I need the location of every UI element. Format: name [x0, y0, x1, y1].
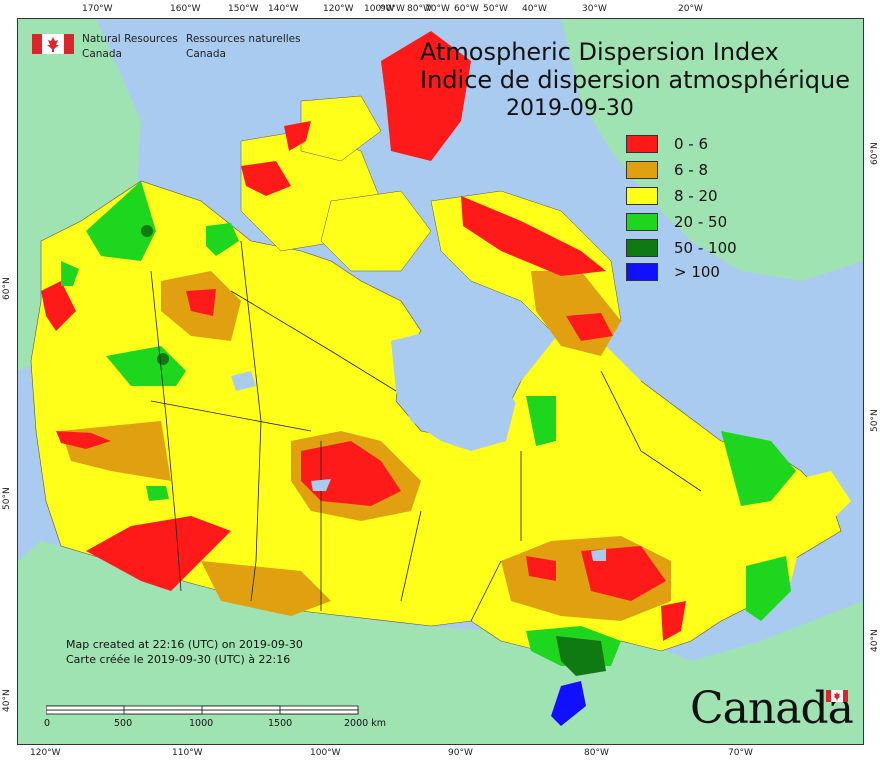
lon-label: 30°W — [582, 4, 607, 14]
zone-0-6 — [661, 601, 686, 641]
zone-20-50 — [746, 556, 791, 621]
lon-label: 120°W — [323, 4, 354, 14]
agency-en-line: Canada — [82, 48, 122, 60]
usa-land — [18, 541, 863, 744]
legend-label: 6 - 8 — [674, 161, 709, 179]
lon-label: 80°W — [407, 4, 432, 14]
legend-label: > 100 — [674, 263, 720, 281]
lat-label: 50°N — [870, 409, 880, 432]
lon-label: 100°W — [310, 748, 341, 758]
newfoundland — [791, 471, 851, 521]
lon-label: 60°W — [454, 4, 479, 14]
legend-swatch — [626, 187, 658, 205]
credit-fr: Carte créée le 2019-09-30 (UTC) à 22:16 — [66, 653, 291, 666]
legend-item: 0 - 6 — [626, 134, 708, 154]
legend-item: 6 - 8 — [626, 160, 708, 180]
zone-0-6 — [241, 161, 291, 196]
lon-label: 80°W — [584, 748, 609, 758]
lon-label: 160°W — [170, 4, 201, 14]
lon-label: 20°W — [678, 4, 703, 14]
zone-over-100 — [551, 681, 586, 726]
zone-0-6 — [86, 516, 231, 591]
legend-item: 8 - 20 — [626, 186, 718, 206]
scale-tick-label: 500 — [114, 718, 133, 729]
zone-50-100 — [141, 225, 153, 237]
legend-swatch — [626, 213, 658, 231]
lakes — [231, 371, 606, 561]
wordmark-flag-icon — [826, 690, 848, 702]
lon-label: 140°W — [268, 4, 299, 14]
lat-label: 60°N — [870, 142, 880, 165]
scale-tick-label: 0 — [44, 718, 51, 729]
legend-label: 20 - 50 — [674, 213, 728, 231]
map-canvas — [17, 18, 864, 745]
legend-item: 50 - 100 — [626, 238, 737, 258]
lon-label: 70°W — [425, 4, 450, 14]
legend-swatch — [626, 263, 658, 281]
map-title-fr: Indice de dispersion atmosphérique — [420, 66, 851, 94]
lon-label: 150°W — [228, 4, 259, 14]
zone-20-50 — [86, 181, 156, 261]
lon-label: 170°W — [82, 4, 113, 14]
scale-tick-label: 1000 — [189, 718, 214, 729]
lon-label: 40°W — [522, 4, 547, 14]
zone-20-50 — [721, 431, 796, 506]
credit-en: Map created at 22:16 (UTC) on 2019-09-30 — [66, 638, 303, 651]
province-boundaries — [150, 240, 702, 622]
lat-label: 60°N — [2, 277, 12, 300]
lon-label: 110°W — [172, 748, 203, 758]
lon-label: 100°W — [364, 4, 395, 14]
zone-50-100 — [157, 353, 169, 365]
agency-fr-line: Ressources naturelles — [186, 33, 301, 45]
zone-0-6 — [284, 121, 311, 151]
legend-swatch — [626, 135, 658, 153]
zone-0-6 — [461, 196, 606, 276]
zone-0-6 — [566, 313, 613, 341]
map-date: 2019-09-30 — [506, 96, 634, 121]
zone-20-50 — [526, 396, 556, 446]
lon-label: 90°W — [448, 748, 473, 758]
scale-tick-label: 2000 km — [344, 718, 386, 729]
zone-50-100 — [556, 636, 606, 676]
arctic-islands-mid — [320, 190, 432, 272]
greenland-land — [561, 19, 863, 281]
zone-0-6 — [41, 281, 76, 331]
legend-label: 0 - 6 — [674, 135, 709, 153]
legend-label: 8 - 20 — [674, 187, 718, 205]
canada-flag-icon — [32, 34, 74, 54]
scale-bar — [46, 705, 359, 715]
dispersion-map-svg — [18, 19, 863, 744]
agency-name-fr: Ressources naturelles Canada — [186, 32, 301, 62]
lon-label: 70°W — [728, 748, 753, 758]
ellesmere-island — [381, 31, 471, 161]
zone-0-6 — [56, 431, 111, 449]
hudson-bay — [391, 331, 521, 451]
lon-label: 120°W — [30, 748, 61, 758]
map-title-en: Atmospheric Dispersion Index — [420, 38, 779, 66]
agency-name-en: Natural Resources Canada — [82, 32, 178, 62]
legend-item: > 100 — [626, 262, 720, 282]
agency-fr-line: Canada — [186, 48, 226, 60]
zone-20-50 — [206, 223, 239, 256]
lon-label: 50°W — [483, 4, 508, 14]
legend-label: 50 - 100 — [674, 239, 737, 257]
zone-20-50 — [146, 486, 169, 501]
legend-item: 20 - 50 — [626, 212, 727, 232]
zone-6-8 — [201, 561, 331, 616]
lat-label: 40°N — [870, 629, 880, 652]
scale-tick-label: 1500 — [268, 718, 293, 729]
zone-20-50 — [61, 261, 79, 286]
legend-swatch — [626, 161, 658, 179]
zone-0-6 — [186, 289, 216, 316]
lat-label: 50°N — [2, 487, 12, 510]
zone-0-6 — [526, 556, 556, 581]
agency-en-line: Natural Resources — [82, 33, 178, 45]
lat-label: 40°N — [2, 689, 12, 712]
lon-label: 90°W — [380, 4, 405, 14]
legend-swatch — [626, 239, 658, 257]
